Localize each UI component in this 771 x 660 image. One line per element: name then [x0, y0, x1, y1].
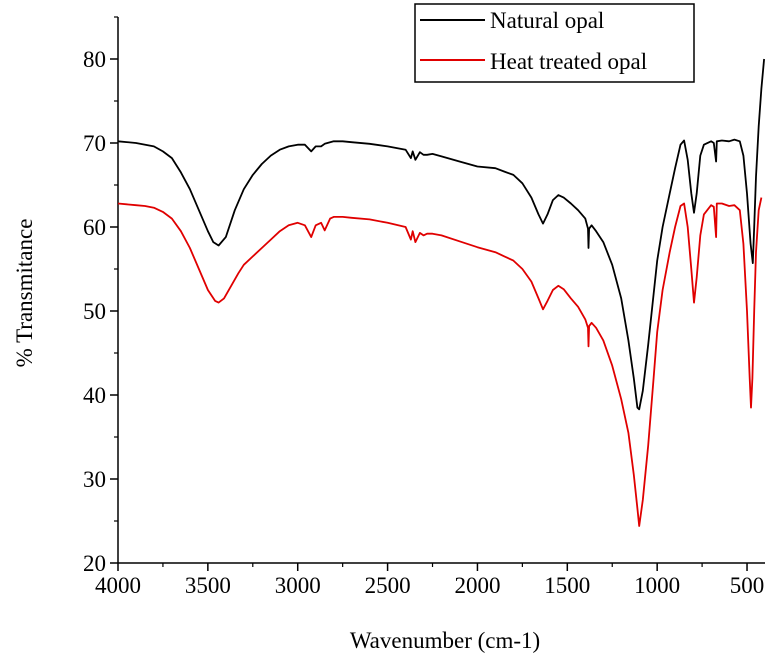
y-tick-label: 60	[83, 215, 106, 240]
y-tick-label: 80	[83, 47, 106, 72]
series-line-natural-opal	[117, 58, 765, 411]
y-axis-title: % Transmitance	[12, 219, 37, 368]
x-tick-label: 3000	[275, 573, 321, 598]
y-tick-label: 70	[83, 131, 106, 156]
legend-label-natural-opal: Natural opal	[490, 8, 604, 33]
legend-box	[414, 3, 695, 83]
y-axis-ticks: 20 30 40 50 60 70 80	[83, 16, 118, 576]
x-tick-label: 500	[730, 573, 765, 598]
legend: Natural opal Heat treated opal	[414, 3, 695, 83]
plot-area	[117, 17, 765, 564]
x-tick-label: 1000	[634, 573, 680, 598]
series-line-heat-treated-opal	[117, 197, 763, 527]
x-tick-label: 3500	[185, 573, 231, 598]
x-axis-ticks: 4000 3500 3000 2500 2000 1500 1000 500	[95, 563, 764, 598]
y-tick-label: 40	[83, 383, 106, 408]
x-tick-label: 2000	[454, 573, 500, 598]
y-tick-label: 30	[83, 467, 106, 492]
y-tick-label: 50	[83, 299, 106, 324]
legend-label-heat-treated-opal: Heat treated opal	[490, 49, 647, 74]
x-tick-label: 2500	[365, 573, 411, 598]
x-axis-title: Wavenumber (cm-1)	[350, 628, 540, 653]
x-tick-label: 1500	[544, 573, 590, 598]
x-tick-label: 4000	[95, 573, 141, 598]
y-tick-label: 20	[83, 551, 106, 576]
series-lines	[117, 58, 765, 527]
